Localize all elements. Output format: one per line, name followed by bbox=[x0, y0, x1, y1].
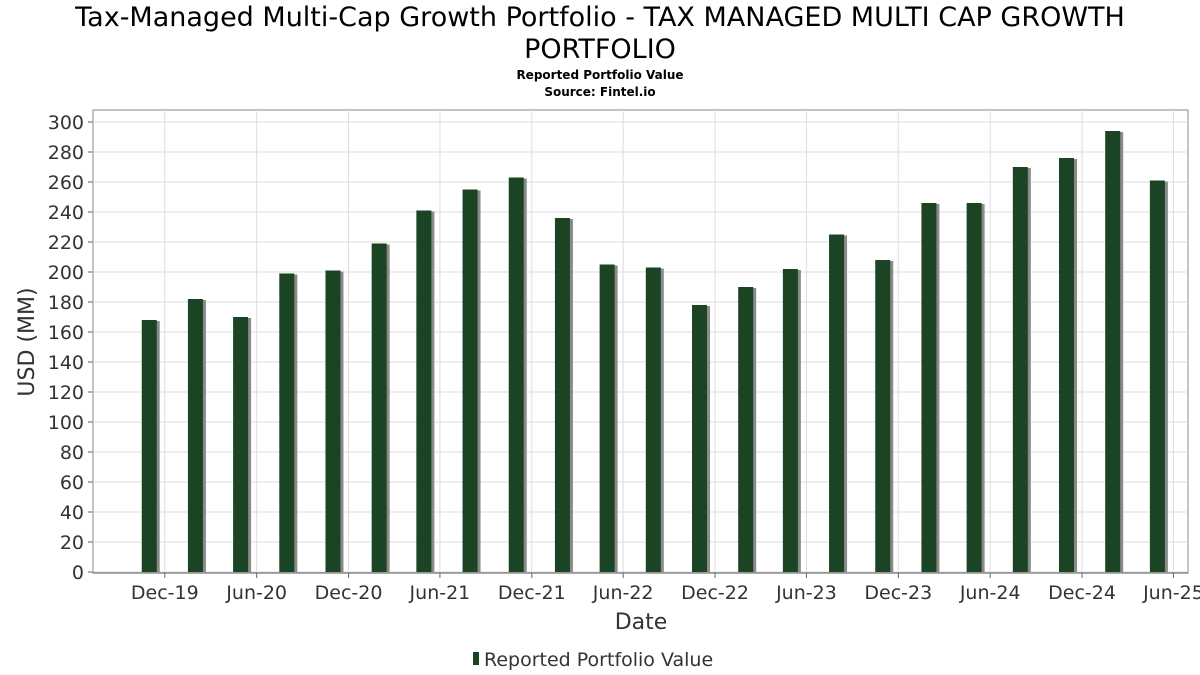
y-tick-label: 20 bbox=[60, 532, 84, 554]
x-tick-label: Dec-21 bbox=[498, 582, 566, 604]
bar bbox=[1059, 158, 1075, 572]
y-tick-label: 280 bbox=[48, 142, 84, 164]
legend: Reported Portfolio Value bbox=[473, 649, 713, 671]
y-tick-label: 140 bbox=[48, 352, 84, 374]
x-tick-label: Jun-21 bbox=[409, 582, 471, 604]
legend-label: Reported Portfolio Value bbox=[484, 649, 713, 671]
y-tick-label: 120 bbox=[48, 382, 84, 404]
chart-title: Tax-Managed Multi-Cap Growth Portfolio -… bbox=[0, 2, 1200, 66]
y-tick-label: 200 bbox=[48, 262, 84, 284]
legend-swatch bbox=[473, 652, 479, 665]
x-tick-label: Dec-20 bbox=[315, 582, 383, 604]
bar bbox=[416, 210, 432, 572]
bar bbox=[921, 203, 937, 572]
x-tick-label: Jun-25 bbox=[1142, 582, 1200, 604]
plot-area bbox=[92, 109, 1189, 574]
bar bbox=[325, 270, 341, 572]
y-tick-label: 60 bbox=[60, 472, 84, 494]
bar bbox=[279, 273, 295, 572]
bar bbox=[1012, 167, 1028, 572]
bar bbox=[782, 269, 798, 572]
y-axis: 0 20 40 60 80 100 120 140 160 180 200 220 240 260 280 3… bbox=[48, 112, 93, 584]
y-tick-label: 240 bbox=[48, 202, 84, 224]
x-axis-title: Date bbox=[615, 610, 668, 635]
bar bbox=[141, 320, 157, 572]
y-tick-label: 100 bbox=[48, 412, 84, 434]
bar bbox=[738, 287, 754, 572]
bar bbox=[1149, 180, 1165, 572]
bar bbox=[187, 299, 203, 572]
y-tick-label: 260 bbox=[48, 172, 84, 194]
chart-title-line-1: Tax-Managed Multi-Cap Growth Portfolio -… bbox=[75, 2, 1125, 33]
bar bbox=[371, 243, 387, 572]
y-tick-label: 80 bbox=[60, 442, 84, 464]
bar bbox=[966, 203, 982, 572]
bar bbox=[599, 264, 615, 572]
chart-source: Source: Fintel.io bbox=[544, 85, 656, 99]
y-tick-label: 160 bbox=[48, 322, 84, 344]
grid-lines bbox=[93, 110, 1188, 573]
bars bbox=[141, 131, 1168, 572]
x-tick-label: Jun-23 bbox=[775, 582, 837, 604]
bar bbox=[875, 260, 891, 572]
bar bbox=[1105, 131, 1121, 572]
bar bbox=[691, 305, 707, 572]
bar bbox=[829, 234, 845, 572]
chart-subtitle: Reported Portfolio Value bbox=[516, 68, 684, 82]
x-axis: Dec-19 Jun-20 Dec-20 Jun-21 Dec-21 Jun-22 Dec-… bbox=[131, 573, 1200, 604]
chart-title-line-2: PORTFOLIO bbox=[524, 34, 676, 65]
y-tick-label: 300 bbox=[48, 112, 84, 134]
bar bbox=[554, 218, 570, 572]
x-tick-label: Jun-22 bbox=[592, 582, 654, 604]
x-tick-label: Dec-22 bbox=[681, 582, 749, 604]
bar bbox=[462, 189, 478, 572]
bar bbox=[645, 267, 661, 572]
x-tick-label: Dec-24 bbox=[1048, 582, 1116, 604]
y-tick-label: 220 bbox=[48, 232, 84, 254]
x-tick-label: Dec-23 bbox=[864, 582, 932, 604]
x-tick-label: Jun-20 bbox=[225, 582, 287, 604]
y-tick-label: 40 bbox=[60, 502, 84, 524]
bar bbox=[233, 317, 249, 572]
y-axis-title: USD (MM) bbox=[15, 287, 40, 396]
y-tick-label: 180 bbox=[48, 292, 84, 314]
bar bbox=[508, 177, 524, 572]
x-tick-label: Dec-19 bbox=[131, 582, 199, 604]
y-tick-label: 0 bbox=[72, 562, 84, 584]
x-tick-label: Jun-24 bbox=[959, 582, 1021, 604]
